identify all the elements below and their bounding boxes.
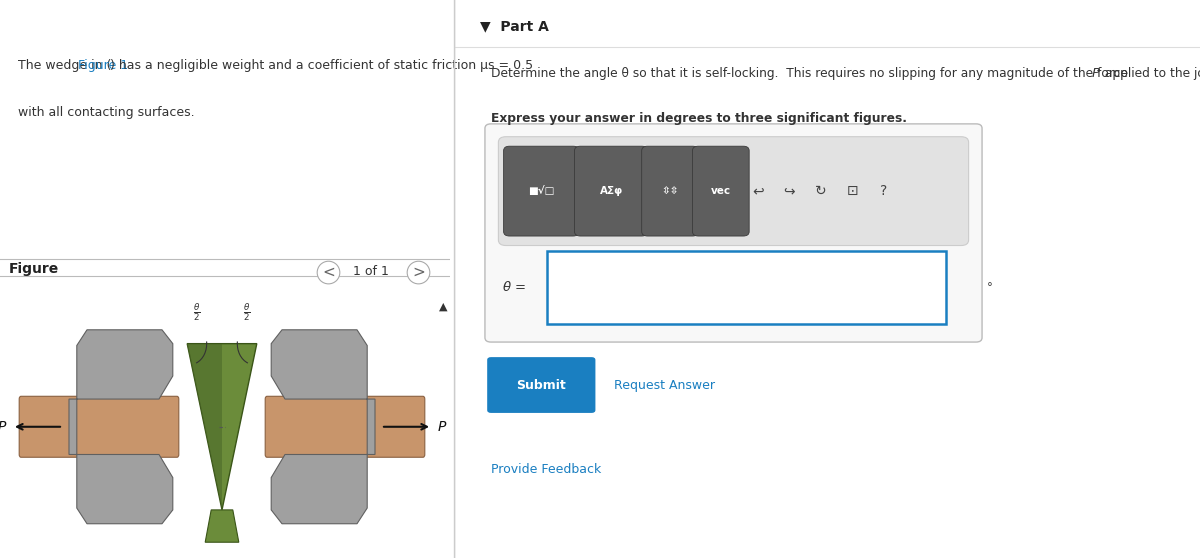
Text: $P$: $P$ bbox=[0, 420, 7, 434]
FancyBboxPatch shape bbox=[498, 137, 968, 246]
Text: vec: vec bbox=[710, 186, 731, 196]
Text: $\frac{\theta}{2}$: $\frac{\theta}{2}$ bbox=[244, 302, 251, 323]
FancyBboxPatch shape bbox=[642, 146, 698, 236]
Text: Request Answer: Request Answer bbox=[614, 378, 715, 392]
Text: °: ° bbox=[988, 281, 994, 294]
Text: ▲: ▲ bbox=[439, 301, 448, 311]
Polygon shape bbox=[205, 510, 239, 542]
Text: <: < bbox=[322, 265, 335, 280]
Text: 1 of 1: 1 of 1 bbox=[353, 265, 389, 278]
Text: ■√□: ■√□ bbox=[528, 186, 554, 196]
FancyBboxPatch shape bbox=[265, 396, 425, 457]
Text: Express your answer in degrees to three significant figures.: Express your answer in degrees to three … bbox=[491, 112, 907, 124]
Polygon shape bbox=[187, 344, 257, 510]
Polygon shape bbox=[70, 330, 173, 524]
Text: $P$: $P$ bbox=[1091, 67, 1100, 80]
Text: The wedge in (: The wedge in ( bbox=[18, 59, 112, 71]
Text: with all contacting surfaces.: with all contacting surfaces. bbox=[18, 106, 194, 119]
FancyBboxPatch shape bbox=[485, 124, 982, 342]
Text: $\frac{\theta}{2}$: $\frac{\theta}{2}$ bbox=[193, 302, 200, 323]
Text: Determine the angle θ so that it is self-locking.  This requires no slipping for: Determine the angle θ so that it is self… bbox=[491, 67, 1135, 80]
FancyBboxPatch shape bbox=[575, 146, 648, 236]
Text: $P$: $P$ bbox=[437, 420, 448, 434]
Text: ?: ? bbox=[880, 184, 887, 198]
Text: ⊡: ⊡ bbox=[846, 184, 858, 198]
Text: Figure 1: Figure 1 bbox=[78, 59, 128, 71]
Text: applied to the joint.: applied to the joint. bbox=[1102, 67, 1200, 80]
FancyBboxPatch shape bbox=[19, 396, 179, 457]
Text: Provide Feedback: Provide Feedback bbox=[491, 463, 601, 476]
Text: Figure: Figure bbox=[10, 262, 59, 276]
Text: ⇳⇳: ⇳⇳ bbox=[661, 186, 679, 196]
Text: ) has a negligible weight and a coefficient of static friction μs = 0.5: ) has a negligible weight and a coeffici… bbox=[110, 59, 533, 71]
FancyBboxPatch shape bbox=[504, 146, 578, 236]
Polygon shape bbox=[187, 344, 222, 510]
FancyBboxPatch shape bbox=[547, 251, 947, 324]
Text: ↪: ↪ bbox=[784, 184, 796, 198]
Text: ▼  Part A: ▼ Part A bbox=[480, 20, 548, 33]
Text: $\theta$ =: $\theta$ = bbox=[502, 280, 526, 295]
Text: ↩: ↩ bbox=[752, 184, 764, 198]
Text: ΑΣφ: ΑΣφ bbox=[600, 186, 623, 196]
Text: ↻: ↻ bbox=[815, 184, 827, 198]
Polygon shape bbox=[271, 330, 374, 524]
FancyBboxPatch shape bbox=[692, 146, 749, 236]
FancyBboxPatch shape bbox=[487, 357, 595, 413]
Text: >: > bbox=[412, 265, 425, 280]
Text: Submit: Submit bbox=[516, 378, 566, 392]
